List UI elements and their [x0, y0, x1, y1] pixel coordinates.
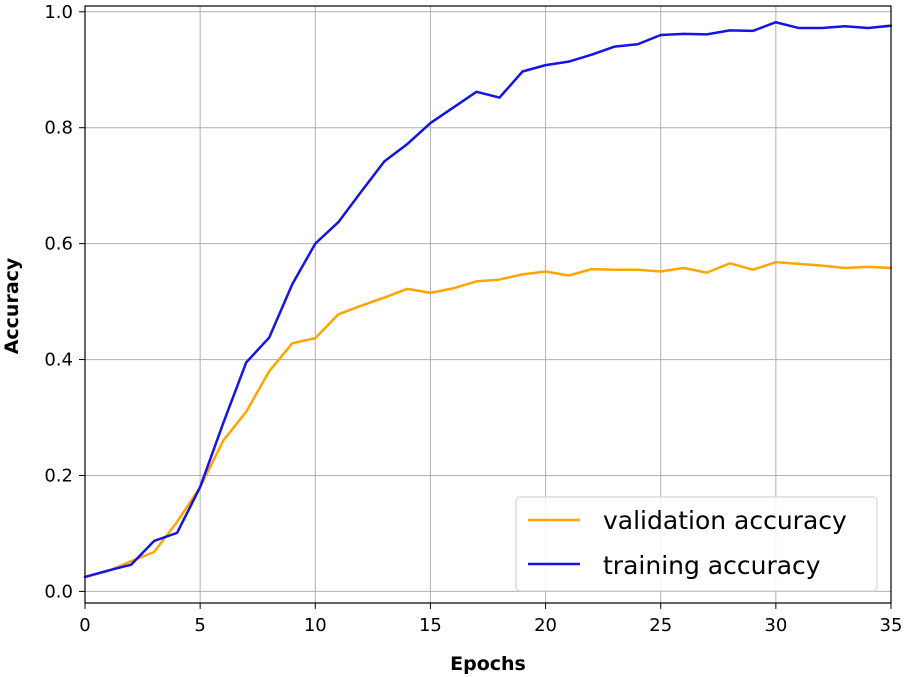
y-tick-label: 0.2 [44, 465, 73, 486]
legend-label-validation: validation accuracy [603, 506, 847, 535]
x-tick-label: 5 [194, 615, 205, 636]
y-axis-title: Accuracy [1, 257, 23, 354]
y-axis: 0.0 0.2 0.4 0.6 0.8 1.0 [44, 2, 85, 602]
x-tick-label: 15 [419, 615, 442, 636]
x-tick-label: 35 [880, 615, 903, 636]
x-tick-label: 30 [764, 615, 787, 636]
x-tick-label: 0 [79, 615, 90, 636]
grid [84, 6, 892, 603]
x-axis-title: Epochs [450, 653, 526, 675]
x-tick-label: 10 [304, 615, 327, 636]
plot-area-frame [84, 5, 892, 604]
y-tick-label: 0.4 [44, 350, 73, 371]
series-line-training-accuracy [83, 20, 893, 579]
x-tick-label: 20 [534, 615, 557, 636]
legend-label-training: training accuracy [603, 551, 821, 580]
y-tick-label: 0.0 [44, 581, 73, 602]
series-layer [83, 20, 893, 579]
legend-box [515, 496, 878, 592]
series-line-validation-accuracy [83, 260, 893, 579]
y-tick-label: 0.8 [44, 118, 73, 139]
y-tick-label: 0.6 [44, 234, 73, 255]
legend: validation accuracy training accuracy [515, 496, 878, 592]
x-tick-label: 25 [649, 615, 672, 636]
y-tick-label: 1.0 [44, 2, 73, 23]
x-axis: 0 5 10 15 20 25 30 35 [79, 603, 902, 636]
